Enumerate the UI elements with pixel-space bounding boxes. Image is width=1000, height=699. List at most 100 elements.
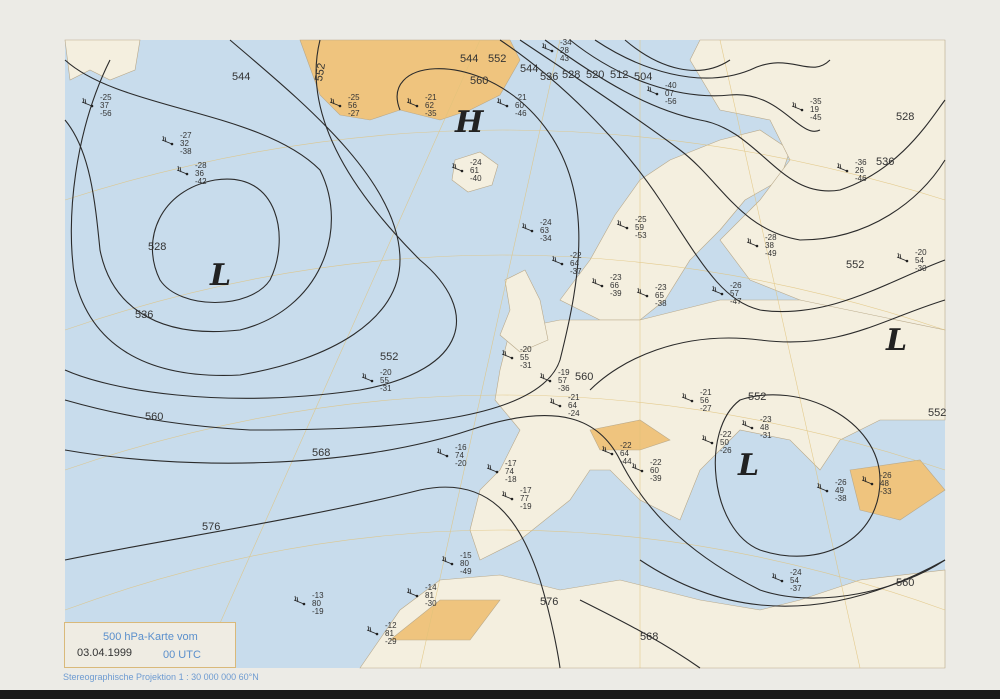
station-value-td: 55 bbox=[520, 353, 529, 362]
station-value-td: 37 bbox=[100, 101, 109, 110]
station-value-h: -44 bbox=[620, 457, 632, 466]
europe bbox=[469, 299, 946, 561]
station-value-t: -40 bbox=[665, 81, 677, 90]
station-value-td: 57 bbox=[730, 289, 739, 298]
station-value-t: -22 bbox=[650, 458, 662, 467]
station-value-td: 77 bbox=[520, 494, 529, 503]
station-value-h: -37 bbox=[570, 267, 582, 276]
wind-barb-icon bbox=[601, 445, 613, 455]
wind-barb-icon bbox=[293, 595, 305, 605]
station-value-td: 74 bbox=[505, 467, 514, 476]
contour-label: 552 bbox=[928, 407, 946, 419]
station-value-h: -30 bbox=[425, 599, 437, 608]
station-value-td: 54 bbox=[790, 576, 799, 585]
contour-label: 576 bbox=[540, 596, 558, 608]
station-value-t: -19 bbox=[558, 368, 570, 377]
wind-barb-icon bbox=[836, 162, 848, 172]
contour-label: 504 bbox=[634, 71, 652, 83]
wind-barb-icon bbox=[501, 490, 513, 500]
station-value-td: 74 bbox=[455, 451, 464, 460]
station-value-h: -56 bbox=[665, 97, 677, 106]
wind-barb-icon bbox=[406, 97, 418, 107]
station-value-td: 55 bbox=[380, 376, 389, 385]
station-value-td: 80 bbox=[460, 559, 469, 568]
wind-barb-icon bbox=[539, 372, 551, 382]
wind-barb-icon bbox=[861, 475, 873, 485]
station-value-t: -23 bbox=[610, 273, 622, 282]
station-value-td: 48 bbox=[880, 479, 889, 488]
contour-label: 512 bbox=[610, 69, 628, 81]
station-value-td: 32 bbox=[180, 139, 189, 148]
station-value-td: 59 bbox=[635, 223, 644, 232]
station-value-td: 07 bbox=[665, 89, 674, 98]
station-value-h: -46 bbox=[855, 174, 867, 183]
station-value-t: -26 bbox=[880, 471, 892, 480]
station-value-h: -30 bbox=[915, 264, 927, 273]
station-value-td: 54 bbox=[915, 256, 924, 265]
contours bbox=[64, 39, 946, 669]
station-value-t: -36 bbox=[855, 158, 867, 167]
station-value-td: 49 bbox=[835, 486, 844, 495]
wind-barb-icon bbox=[636, 287, 648, 297]
station-value-td: 64 bbox=[620, 449, 629, 458]
station-value-h: -53 bbox=[635, 231, 647, 240]
station-value-h: -20 bbox=[455, 459, 467, 468]
contour-label: 552 bbox=[748, 391, 766, 403]
contour-label: 544 bbox=[520, 63, 538, 75]
station-value-t: -21 bbox=[515, 93, 527, 102]
wind-barb-icon bbox=[329, 97, 341, 107]
contour-label: 528 bbox=[562, 69, 580, 81]
station-value-t: -24 bbox=[790, 568, 802, 577]
british-isles bbox=[499, 269, 549, 353]
station-value-h: -49 bbox=[460, 567, 472, 576]
station-value-td: 60 bbox=[650, 466, 659, 475]
contour-label: 536 bbox=[540, 71, 558, 83]
contour-560-east bbox=[639, 559, 946, 607]
station-value-h: -29 bbox=[385, 637, 397, 646]
contour-568 bbox=[64, 415, 946, 599]
wind-barb-icon bbox=[541, 42, 553, 52]
contour-label: 528 bbox=[896, 111, 914, 123]
wind-barb-icon bbox=[176, 165, 188, 175]
station-value-td: 28 bbox=[560, 46, 569, 55]
station-value-t: -21 bbox=[700, 388, 712, 397]
contour-544-east bbox=[499, 39, 946, 313]
alps-highland bbox=[589, 419, 671, 451]
station-value-t: -22 bbox=[570, 251, 582, 260]
wind-barb-icon bbox=[746, 237, 758, 247]
station-value-h: 43 bbox=[560, 54, 569, 63]
contour-504 bbox=[624, 39, 731, 71]
scandinavia bbox=[559, 129, 791, 321]
station-value-t: -20 bbox=[915, 248, 927, 257]
station-value-h: -38 bbox=[835, 494, 847, 503]
station-value-h: -24 bbox=[568, 409, 580, 418]
wind-barb-icon bbox=[646, 85, 658, 95]
station-value-t: -22 bbox=[620, 441, 632, 450]
station-value-h: -42 bbox=[195, 177, 207, 186]
contour-label: 552 bbox=[313, 62, 328, 82]
station-value-h: -40 bbox=[470, 174, 482, 183]
contour-568-south bbox=[579, 599, 701, 669]
station-value-td: 26 bbox=[855, 166, 864, 175]
contour-552-west bbox=[64, 39, 457, 399]
station-value-td: 80 bbox=[312, 599, 321, 608]
